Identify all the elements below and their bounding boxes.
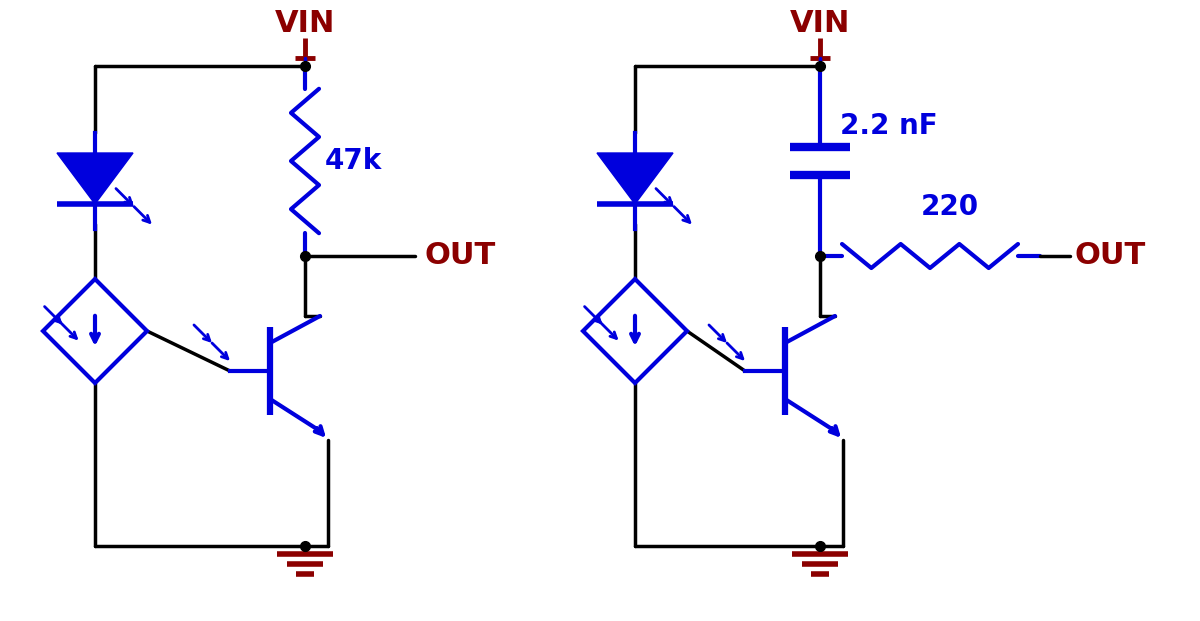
Text: VIN: VIN [275, 9, 335, 38]
Polygon shape [43, 279, 148, 383]
Text: 47k: 47k [325, 147, 383, 175]
Text: VIN: VIN [790, 9, 850, 38]
Text: 220: 220 [920, 193, 979, 221]
Text: OUT: OUT [1075, 242, 1146, 271]
Text: 2.2 nF: 2.2 nF [840, 112, 937, 140]
Polygon shape [598, 153, 673, 204]
Polygon shape [58, 153, 133, 204]
Text: OUT: OUT [425, 242, 497, 271]
Polygon shape [583, 279, 686, 383]
